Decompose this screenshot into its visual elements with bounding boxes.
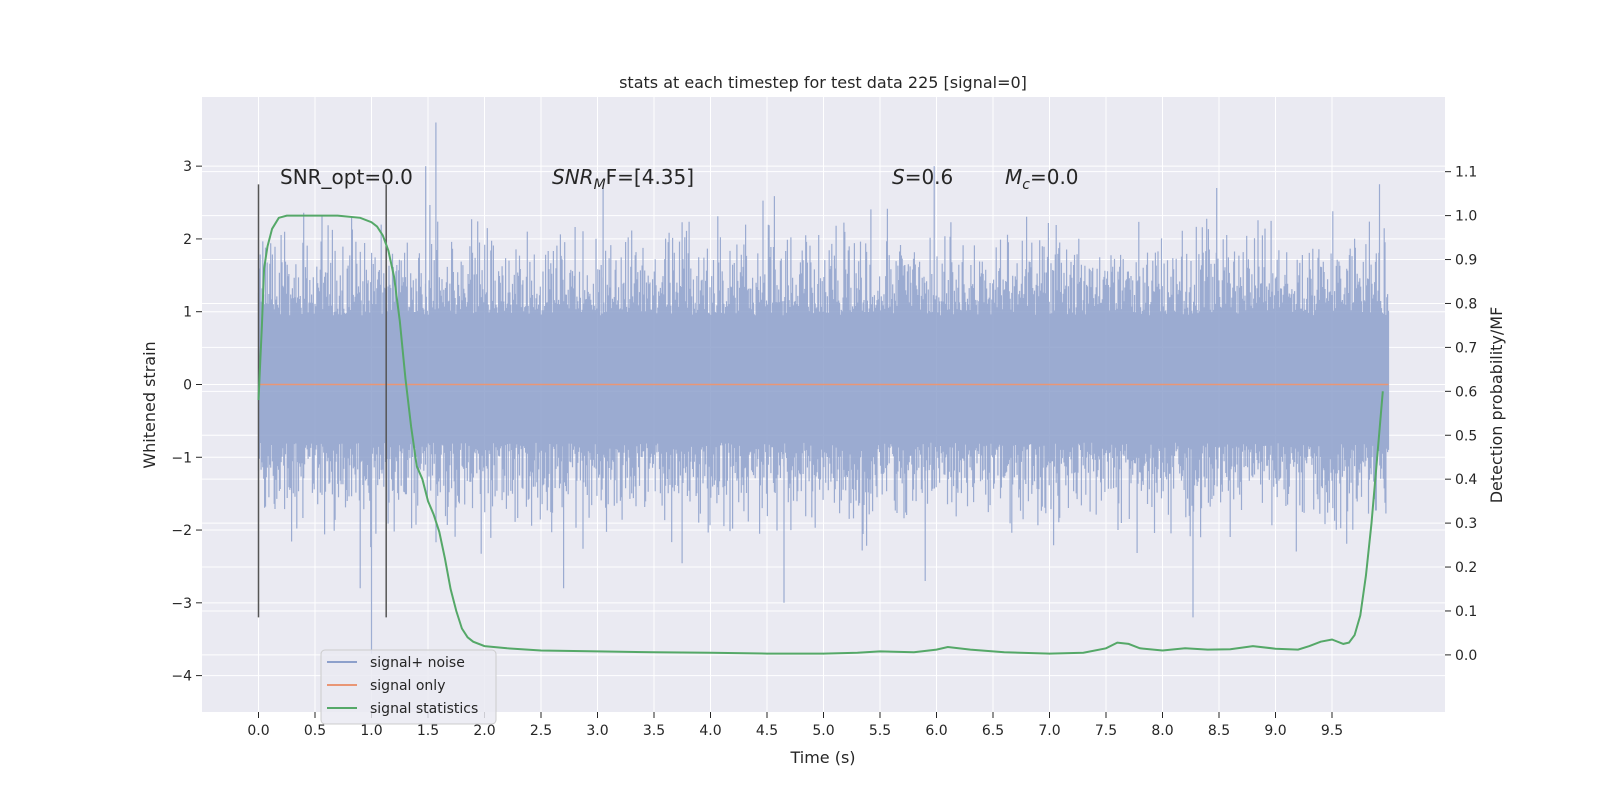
x-tick-label-7: 3.5 (643, 723, 665, 739)
x-tick-label-14: 7.0 (1038, 723, 1060, 739)
x-tick-label-17: 8.5 (1208, 723, 1230, 739)
x-tick-label-16: 8.0 (1151, 723, 1173, 739)
y-left-tick-label-7: 3 (183, 159, 192, 175)
y-left-tick-label-3: −1 (171, 450, 192, 466)
y-right-tick-label-2: 0.2 (1455, 560, 1477, 576)
y-axis-label-left: Whitened strain (140, 341, 159, 468)
y-right-tick-label-4: 0.4 (1455, 472, 1477, 488)
x-tick-label-4: 2.0 (473, 723, 495, 739)
x-tick-label-6: 3.0 (586, 723, 608, 739)
y-right-tick-label-6: 0.6 (1455, 384, 1477, 400)
x-tick-label-5: 2.5 (530, 723, 552, 739)
vertical-markers (257, 184, 387, 618)
y-left-tick-label-2: −2 (171, 523, 192, 539)
y-right-tick-label-7: 0.7 (1455, 340, 1477, 356)
legend-box (320, 649, 497, 725)
signal-statistics-line (257, 214, 1384, 655)
annotation-snr-mf-sub: M (594, 177, 606, 193)
x-tick-label-0: 0.0 (247, 723, 269, 739)
y-right-tick-label-5: 0.5 (1455, 428, 1477, 444)
annotation-mc-tail: =0.0 (1030, 165, 1079, 189)
x-tick-label-12: 6.0 (925, 723, 947, 739)
axes: 0.0 0.5 1.0 1.5 2.0 2.5 3.0 3.5 4.0 4.5 5.0 5.5 6.0 6… (171, 159, 1477, 739)
annotation-snr-mf-text: SNR (552, 165, 594, 189)
y-right-tick-label-8: 0.8 (1455, 296, 1477, 312)
y-left-tick-label-6: 2 (183, 232, 192, 248)
x-tick-label-10: 5.0 (812, 723, 834, 739)
annotation-mc-text: M (1005, 165, 1022, 189)
y-right-tick-label-0: 0.0 (1455, 648, 1477, 664)
annotation-s: S=0.6 (892, 165, 953, 189)
x-tick-label-18: 9.0 (1264, 723, 1286, 739)
y-right-tick-label-10: 1.0 (1455, 209, 1477, 225)
x-tick-label-19: 9.5 (1321, 723, 1343, 739)
legend-label-statistics: signal statistics (370, 701, 478, 717)
annotation-snr-opt-text: SNR_opt=0.0 (280, 165, 413, 189)
annotation-snr-opt: SNR_opt=0.0 (280, 165, 413, 189)
legend: signal+ noise signal only signal statist… (320, 649, 497, 725)
legend-label-noise: signal+ noise (370, 655, 465, 671)
x-tick-label-9: 4.5 (756, 723, 778, 739)
x-tick-label-15: 7.5 (1095, 723, 1117, 739)
annotation-mc-sub: c (1022, 177, 1030, 193)
x-tick-label-3: 1.5 (417, 723, 439, 739)
y-left-tick-label-5: 1 (183, 305, 192, 321)
annotation-s-tail: =0.6 (905, 165, 954, 189)
x-tick-label-13: 6.5 (982, 723, 1004, 739)
y-right-tick-label-1: 0.1 (1455, 604, 1477, 620)
annotation-s-text: S (892, 165, 905, 189)
x-axis-label: Time (s) (789, 748, 855, 767)
chart-title: stats at each timestep for test data 225… (619, 73, 1027, 92)
annotations: SNR_opt=0.0 SNRMF=[4.35] S=0.6 Mc=0.0 (280, 165, 1079, 193)
y-right-tick-label-3: 0.3 (1455, 516, 1477, 532)
legend-label-signal: signal only (370, 678, 445, 694)
y-right-tick-label-9: 0.9 (1455, 253, 1477, 269)
x-tick-label-2: 1.0 (360, 723, 382, 739)
x-tick-label-8: 4.0 (699, 723, 721, 739)
y-right-tick-label-11: 1.1 (1455, 165, 1477, 181)
annotation-mc: Mc=0.0 (1005, 165, 1079, 193)
y-left-tick-label-4: 0 (183, 377, 192, 393)
y-left-tick-label-1: −3 (171, 596, 192, 612)
y-axis-label-right: Detection probability/MF (1487, 307, 1506, 504)
x-tick-label-11: 5.5 (869, 723, 891, 739)
x-tick-label-1: 0.5 (304, 723, 326, 739)
y-left-tick-label-0: −4 (171, 669, 192, 685)
series-signal-statistics (257, 214, 1384, 655)
annotation-snr-mf-tail: F=[4.35] (606, 165, 694, 189)
annotation-snr-mf: SNRMF=[4.35] (552, 165, 694, 193)
